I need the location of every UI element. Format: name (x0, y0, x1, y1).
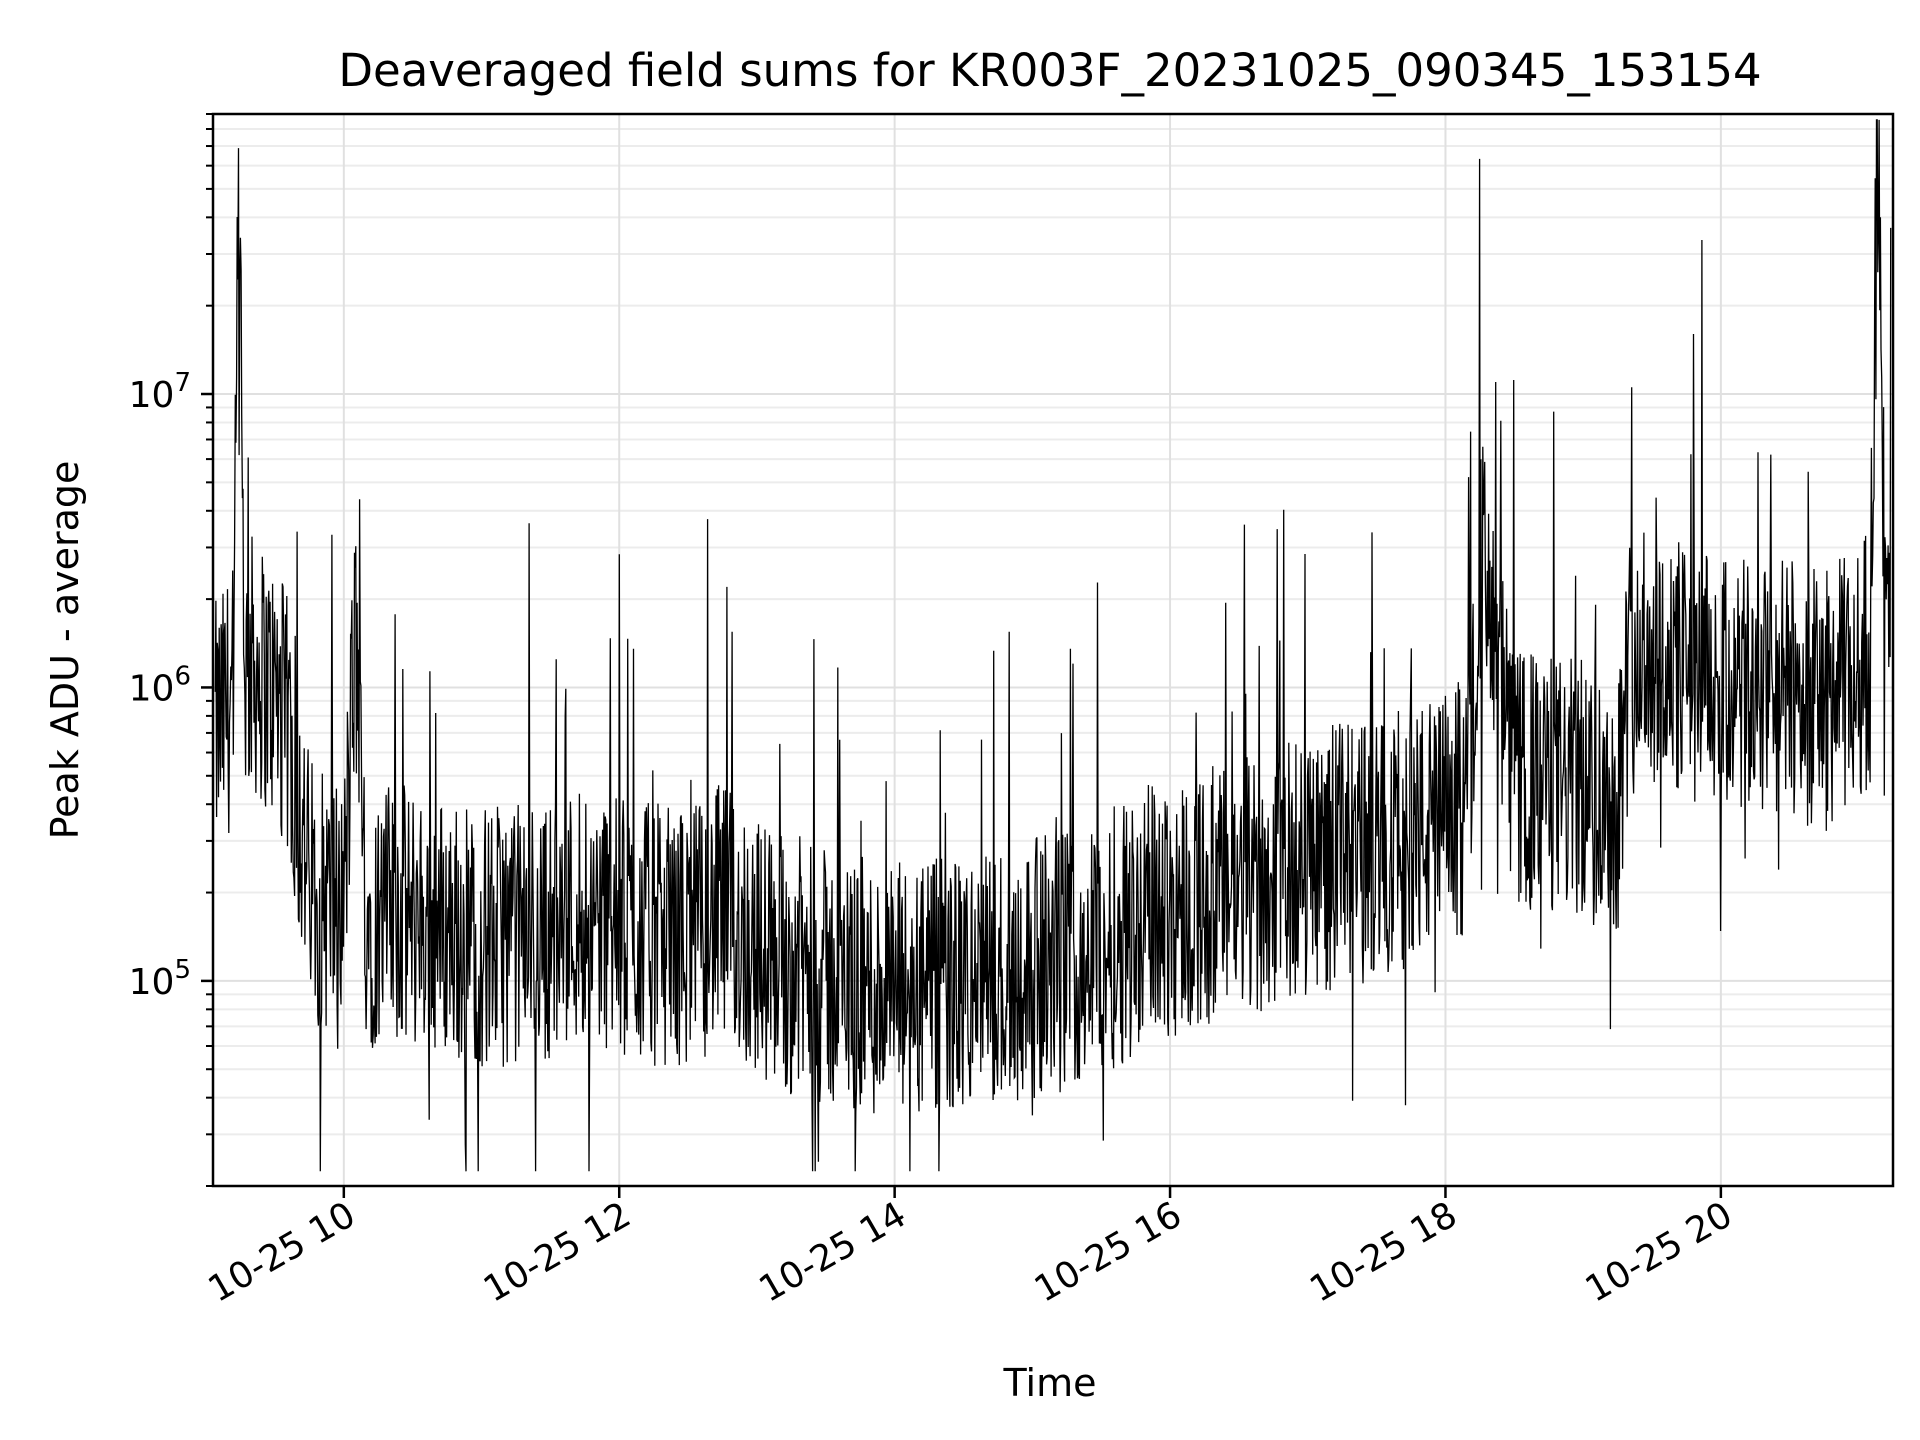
x-axis-label: Time (1003, 1361, 1097, 1405)
series-layer (214, 119, 1892, 1172)
plot-frame (211, 112, 1895, 1188)
y-tick-label: 107 (129, 368, 191, 416)
y-tick-label: 106 (129, 661, 191, 709)
y-axis-label: Peak ADU - average (43, 461, 87, 840)
chart-title: Deaveraged field sums for KR003F_2023102… (338, 44, 1761, 97)
series-line (214, 119, 1892, 1172)
y-tick-label: 105 (129, 955, 191, 1003)
y-axis: 105 106 107 (129, 113, 213, 1187)
